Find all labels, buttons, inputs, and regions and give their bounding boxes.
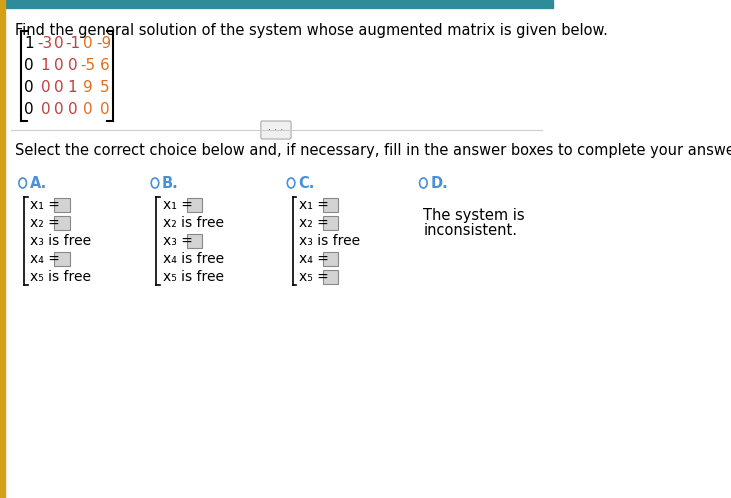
FancyBboxPatch shape (323, 252, 338, 266)
Text: The system is: The system is (423, 208, 525, 223)
Text: 0: 0 (54, 102, 64, 117)
Text: · · ·: · · · (268, 125, 284, 135)
Text: x₅ is free: x₅ is free (162, 270, 224, 284)
Bar (0, 0, 5, 498)
Text: -9: -9 (96, 35, 112, 50)
Text: -5: -5 (80, 57, 95, 73)
FancyBboxPatch shape (323, 198, 338, 212)
Text: x₃ =: x₃ = (162, 234, 192, 248)
Text: Find the general solution of the system whose augmented matrix is given below.: Find the general solution of the system … (15, 23, 608, 38)
Text: -1: -1 (65, 35, 80, 50)
FancyBboxPatch shape (323, 216, 338, 230)
Text: 0: 0 (83, 35, 93, 50)
Text: x₄ =: x₄ = (299, 252, 328, 266)
FancyBboxPatch shape (186, 234, 202, 248)
Text: A.: A. (29, 175, 47, 191)
Text: C.: C. (298, 175, 314, 191)
Text: x₄ is free: x₄ is free (162, 252, 224, 266)
FancyBboxPatch shape (261, 121, 291, 139)
Text: 0: 0 (54, 35, 64, 50)
Text: x₂ =: x₂ = (299, 216, 328, 230)
Text: 0: 0 (54, 80, 64, 95)
Text: x₁ =: x₁ = (30, 198, 60, 212)
FancyBboxPatch shape (54, 198, 69, 212)
Text: x₂ is free: x₂ is free (162, 216, 224, 230)
Text: 0: 0 (40, 80, 50, 95)
Text: 0: 0 (68, 102, 77, 117)
Text: 0: 0 (83, 102, 93, 117)
Text: 5: 5 (99, 80, 109, 95)
FancyBboxPatch shape (323, 270, 338, 284)
Text: 0: 0 (40, 102, 50, 117)
Text: 9: 9 (83, 80, 93, 95)
Text: 0: 0 (24, 80, 34, 95)
Text: 1: 1 (40, 57, 50, 73)
Text: x₅ is free: x₅ is free (30, 270, 91, 284)
Text: x₁ =: x₁ = (299, 198, 328, 212)
Text: B.: B. (162, 175, 178, 191)
Text: x₃ is free: x₃ is free (299, 234, 360, 248)
Text: -3: -3 (38, 35, 53, 50)
Text: 0: 0 (54, 57, 64, 73)
FancyBboxPatch shape (54, 252, 69, 266)
FancyBboxPatch shape (54, 216, 69, 230)
Text: 0: 0 (99, 102, 109, 117)
FancyBboxPatch shape (186, 198, 202, 212)
Text: x₄ =: x₄ = (30, 252, 60, 266)
Text: 1: 1 (68, 80, 77, 95)
Text: 0: 0 (24, 102, 34, 117)
Text: D.: D. (430, 175, 448, 191)
Text: 1: 1 (24, 35, 34, 50)
Text: x₃ is free: x₃ is free (30, 234, 91, 248)
Text: x₂ =: x₂ = (30, 216, 60, 230)
Text: inconsistent.: inconsistent. (423, 223, 518, 238)
Text: 6: 6 (99, 57, 109, 73)
Text: 0: 0 (24, 57, 34, 73)
Text: x₅ =: x₅ = (299, 270, 328, 284)
Text: x₁ =: x₁ = (162, 198, 192, 212)
Text: 0: 0 (68, 57, 77, 73)
Bar (0, 0, 553, 8)
Text: Select the correct choice below and, if necessary, fill in the answer boxes to c: Select the correct choice below and, if … (15, 143, 731, 158)
